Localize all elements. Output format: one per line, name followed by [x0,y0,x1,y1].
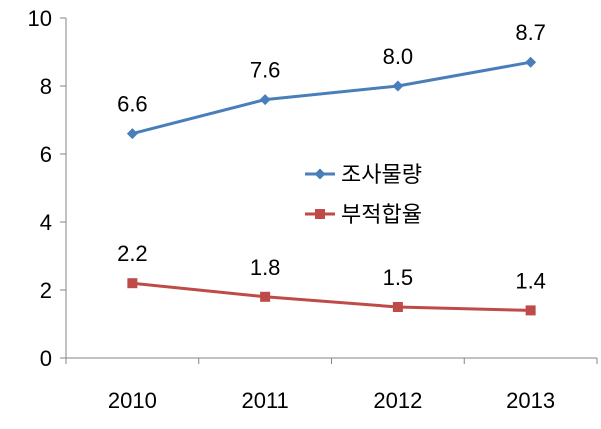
series-2-data-label: 1.4 [515,268,546,293]
legend-2-swatch-marker [315,209,325,219]
legend-2-label: 부적합율 [341,202,422,227]
series-1-data-label: 8.7 [515,20,546,45]
y-tick-label: 0 [40,346,52,371]
series-2-data-label: 1.8 [250,255,281,280]
series-1-point [259,94,271,106]
x-tick-label: 2012 [373,388,422,413]
series-1-line [132,60,531,136]
series-1-point [525,56,537,68]
series-2-point [127,278,138,289]
series-1-point [392,80,404,92]
series-2-data-label: 2.2 [117,241,148,266]
series-1-data-label: 6.6 [117,92,148,117]
series-2-data-label: 1.5 [383,265,414,290]
y-tick-label: 10 [28,6,52,31]
x-tick-label: 2013 [506,388,555,413]
y-tick-label: 2 [40,278,52,303]
legend-1-label: 조사물량 [341,162,422,187]
x-tick-label: 2011 [241,388,288,413]
series-2-point [525,305,536,316]
y-tick-label: 4 [40,210,52,235]
legend-1-swatch-marker [314,168,326,180]
y-tick-label: 6 [40,142,52,167]
series-1-data-label: 8.0 [383,44,414,69]
y-tick-label: 8 [40,74,52,99]
series-1-data-label: 7.6 [250,58,281,83]
x-tick-label: 2010 [108,388,157,413]
series-2-point [392,302,403,312]
series-1-point [126,128,138,140]
series-2-line [132,281,531,312]
series-2-point [260,291,271,302]
